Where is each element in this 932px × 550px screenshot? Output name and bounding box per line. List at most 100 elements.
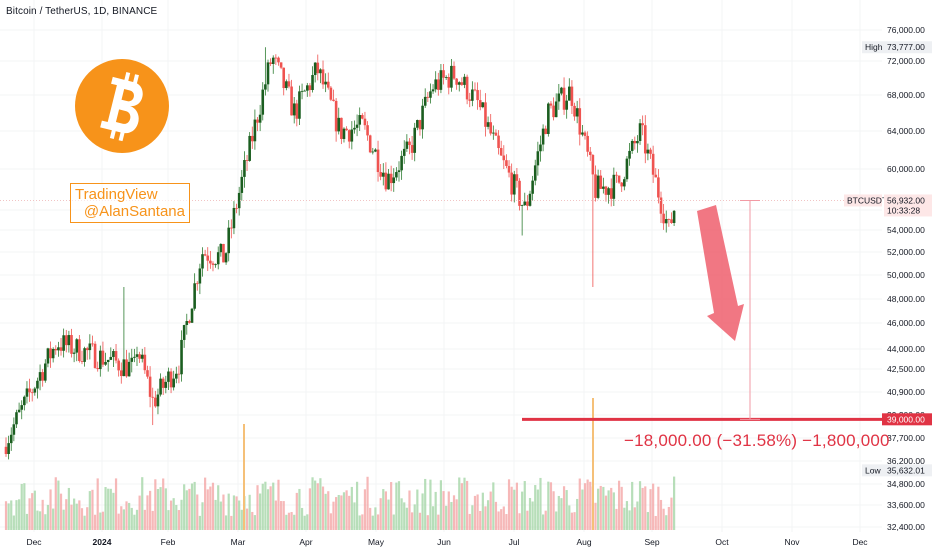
candle-body [23, 396, 26, 406]
volume-bar [340, 495, 343, 530]
candle-body [502, 155, 506, 161]
candle-body [290, 86, 293, 116]
candle-body [641, 123, 644, 126]
volume-bar [253, 515, 256, 530]
volume-bar [418, 512, 422, 530]
volume-bar [280, 501, 283, 530]
candle-body [649, 149, 652, 154]
measure-range-line[interactable] [740, 199, 760, 420]
candle-body [7, 443, 10, 455]
time-axis[interactable]: Dec 2024 Feb Mar Apr May Jun Jul Aug Sep Oct Nov Dec [0, 532, 882, 550]
candle-body [389, 173, 393, 184]
candle-body [392, 177, 396, 184]
candle-body [664, 219, 668, 224]
volume-bar [602, 486, 605, 530]
candle-body [374, 149, 377, 152]
candle-body [387, 173, 390, 190]
volume-bar [183, 484, 186, 530]
volume-bar [384, 491, 387, 530]
volume-bar [83, 515, 86, 530]
candle-body [185, 321, 189, 326]
volume-bar [625, 501, 629, 530]
volume-bar [607, 490, 610, 530]
volume-bar [57, 480, 60, 530]
time-axis-tick: Feb [161, 537, 176, 547]
candle-body [169, 371, 173, 388]
volume-bar [531, 501, 534, 530]
candle-body [219, 243, 223, 253]
volume-bar [217, 485, 220, 530]
candle-body [408, 141, 411, 146]
volume-bar [515, 482, 518, 530]
candle-body [416, 120, 419, 128]
candle-body [232, 207, 236, 229]
volume-bar [117, 513, 120, 530]
time-axis-tick: Jun [437, 537, 451, 547]
volume-bar [342, 492, 346, 530]
volume-bar [214, 499, 217, 530]
candle-body [633, 140, 637, 144]
price-axis-tick: 37,700.00 [887, 433, 925, 443]
volume-bar [31, 493, 34, 530]
volume-bar [154, 479, 157, 530]
candle-body [143, 354, 147, 371]
volume-bar [426, 515, 429, 530]
candle-body [586, 135, 589, 152]
candle-body [371, 151, 375, 153]
candle-body [423, 96, 427, 106]
volume-bar [109, 488, 112, 530]
time-axis-tick: Mar [231, 537, 246, 547]
volume-bar [673, 476, 676, 530]
volume-bar [445, 505, 448, 530]
volume-bar [644, 486, 647, 530]
candle-body [368, 135, 372, 153]
volume-bar [107, 488, 110, 530]
volume-bar [306, 514, 309, 530]
volume-bar [185, 490, 188, 530]
volume-bar [201, 502, 204, 530]
volume-bar [374, 507, 377, 530]
price-axis-tick: 50,000.00 [887, 270, 925, 280]
candle-body [122, 359, 126, 377]
volume-bar [130, 507, 133, 530]
candle-body [447, 77, 451, 88]
candle-body [17, 409, 21, 413]
volume-bar [99, 512, 102, 530]
volume-bar [636, 501, 639, 530]
candle-body [209, 260, 212, 264]
volume-bar [175, 504, 178, 530]
candle-body [38, 372, 42, 381]
price-axis[interactable]: 76,000.00 72,000.00 68,000.00 64,000.00 60,0… [882, 0, 932, 550]
volume-bar [431, 506, 435, 530]
volume-bar [379, 498, 382, 530]
candle-body [64, 335, 68, 346]
candle-body [575, 108, 579, 117]
candle-body [620, 182, 623, 187]
volume-bar [544, 510, 547, 530]
candle-body [326, 81, 330, 88]
candle-body [573, 105, 576, 117]
candle-body [161, 378, 165, 388]
candle-body [154, 397, 157, 407]
volume-bar [382, 489, 385, 530]
volume-bar [272, 482, 275, 530]
volume-bar [429, 479, 432, 530]
volume-bar [327, 491, 330, 530]
candle-body [657, 177, 660, 198]
candle-body [198, 268, 202, 284]
volume-bar [308, 488, 312, 530]
candle-body [484, 102, 487, 127]
candle-body [67, 335, 71, 346]
volume-bar [167, 510, 170, 530]
candle-body [193, 283, 196, 309]
candle-body [180, 339, 183, 375]
volume-bar [392, 514, 395, 530]
volume-bar [492, 482, 495, 530]
candle-body [476, 90, 479, 101]
volume-bar [73, 498, 76, 530]
candle-body [316, 62, 320, 74]
volume-bar [86, 507, 89, 530]
candle-body [240, 176, 244, 193]
volume-bar [285, 514, 288, 530]
